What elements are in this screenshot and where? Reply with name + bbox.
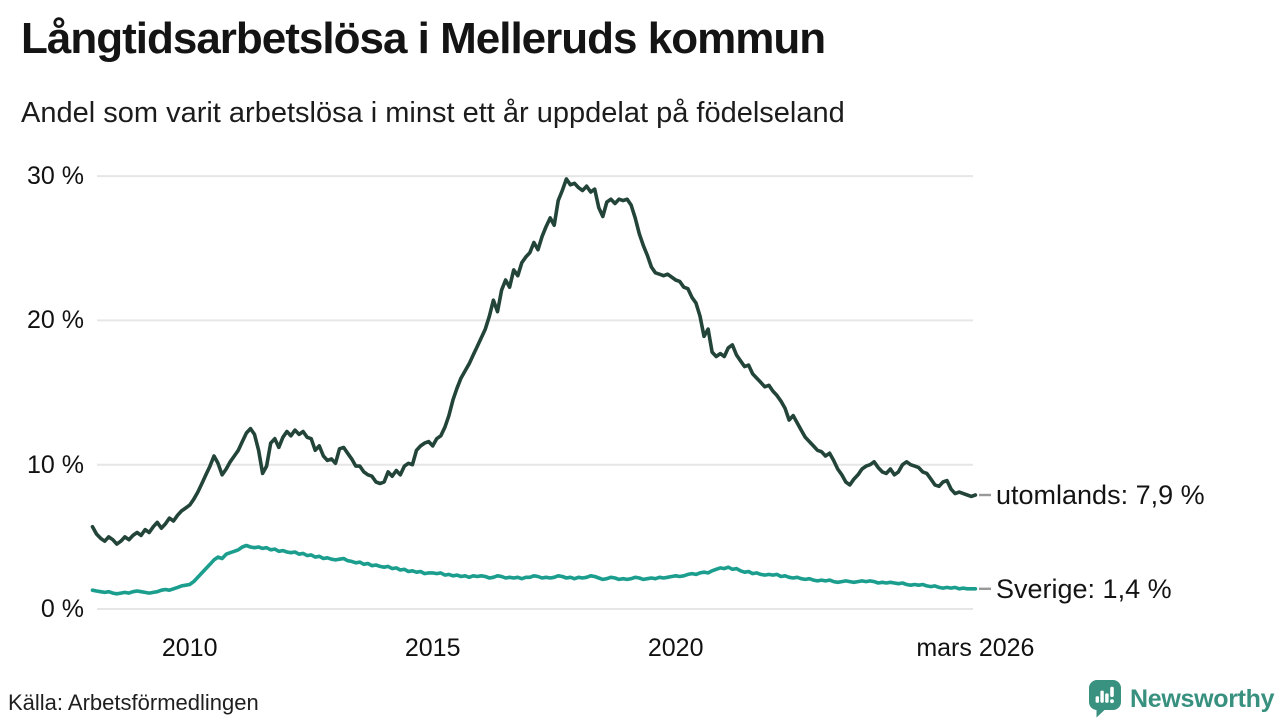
series-line-utomlands xyxy=(90,177,978,546)
newsworthy-logo: Newsworthy xyxy=(1088,679,1275,718)
series-end-label-utomlands: utomlands: 7,9 % xyxy=(996,480,1205,510)
x-tick-label-2015: 2015 xyxy=(404,634,461,662)
x-tick-label-2010: 2010 xyxy=(161,634,218,662)
y-tick-label-20: 20 % xyxy=(27,306,84,335)
y-tick-label-0: 0 % xyxy=(40,595,84,623)
series-end-label-Sverige: Sverige: 1,4 % xyxy=(996,573,1172,604)
series-line-Sverige xyxy=(90,543,978,596)
y-tick-label-30: 30 % xyxy=(27,162,84,191)
chart-title: Långtidsarbetslösa i Melleruds kommun xyxy=(21,14,826,63)
x-tick-label-mars-2026: mars 2026 xyxy=(916,634,1035,662)
newsworthy-chart-bubble-icon xyxy=(1089,680,1121,718)
x-tick-label-2020: 2020 xyxy=(647,634,704,662)
newsworthy-wordmark: Newsworthy xyxy=(1130,685,1275,713)
chart-subtitle: Andel som varit arbetslösa i minst ett å… xyxy=(21,97,845,129)
y-tick-label-10: 10 % xyxy=(27,450,84,479)
source-note: Källa: Arbetsförmedlingen xyxy=(8,690,259,715)
